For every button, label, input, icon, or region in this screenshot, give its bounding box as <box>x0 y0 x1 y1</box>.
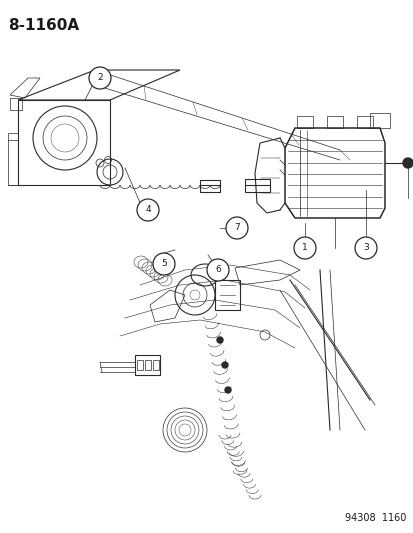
Text: 94308  1160: 94308 1160 <box>344 513 405 523</box>
Text: 7: 7 <box>234 223 239 232</box>
Circle shape <box>293 237 315 259</box>
Text: 3: 3 <box>362 244 368 253</box>
Circle shape <box>216 337 223 343</box>
Circle shape <box>224 387 230 393</box>
Text: 4: 4 <box>145 206 150 214</box>
Circle shape <box>206 259 228 281</box>
Circle shape <box>225 217 247 239</box>
Circle shape <box>354 237 376 259</box>
Circle shape <box>137 199 159 221</box>
Circle shape <box>89 67 111 89</box>
Text: 8-1160A: 8-1160A <box>8 18 79 33</box>
Text: 1: 1 <box>301 244 307 253</box>
Circle shape <box>402 158 412 168</box>
Text: 2: 2 <box>97 74 102 83</box>
Text: 5: 5 <box>161 260 166 269</box>
Circle shape <box>153 253 175 275</box>
Text: 6: 6 <box>215 265 221 274</box>
Circle shape <box>221 362 228 368</box>
